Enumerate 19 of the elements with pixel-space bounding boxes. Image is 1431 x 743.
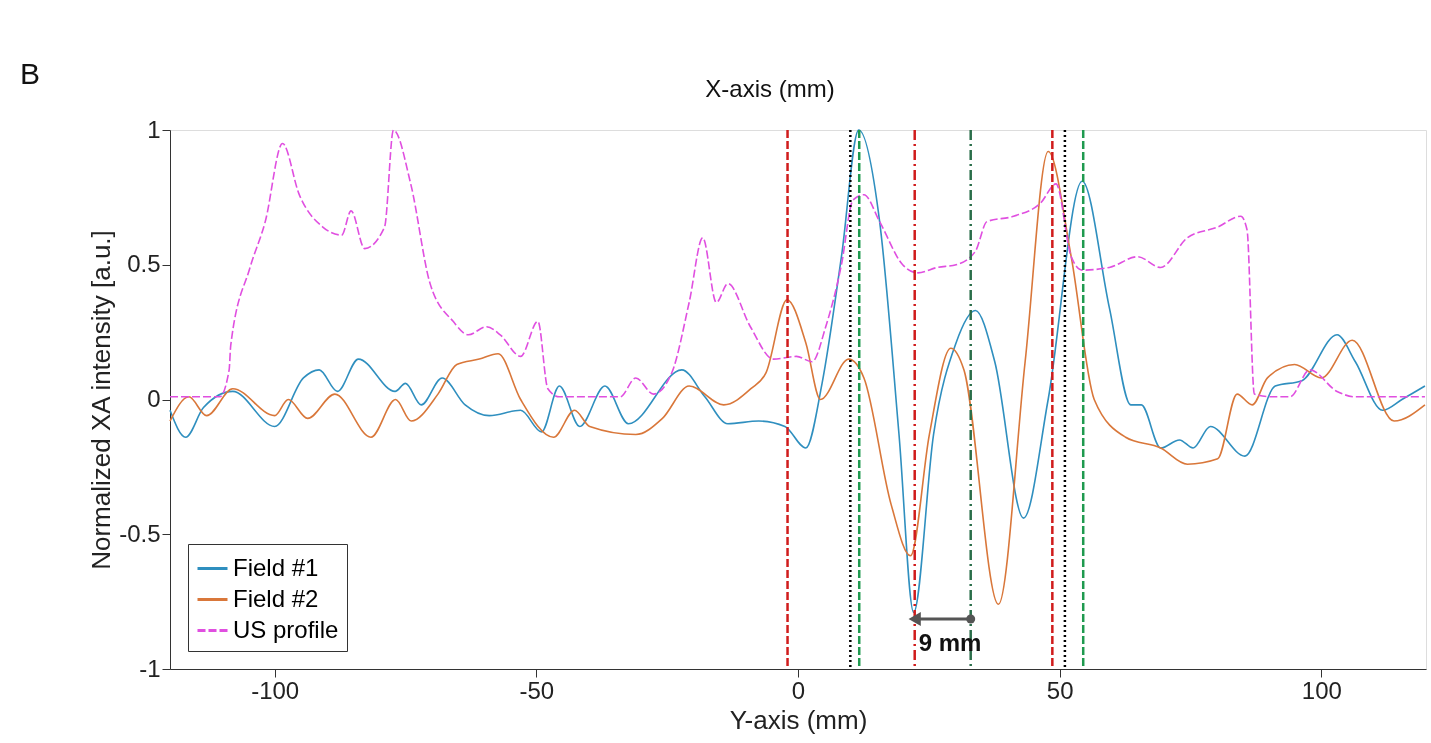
y-axis-title: Normalized XA intensity [a.u.]	[86, 230, 117, 570]
legend-label: Field #2	[233, 584, 319, 612]
x-axis-title: Y-axis (mm)	[729, 704, 868, 735]
y-tick-label: 1	[147, 115, 161, 143]
x-tick-label: -50	[519, 676, 555, 704]
x-tick-label: 100	[1301, 676, 1342, 704]
line-series	[169, 129, 1426, 398]
y-tick-label: -1	[139, 654, 161, 682]
y-tick-label: -0.5	[119, 519, 161, 547]
text: X-axis (mm)	[705, 75, 835, 102]
annotation: 9 mm	[918, 629, 982, 656]
x-tick-label: 0	[791, 676, 806, 704]
text: B	[20, 57, 41, 90]
y-tick-label: 0	[147, 385, 161, 412]
x-tick-label: 50	[1046, 676, 1074, 704]
y-tick-label: 0.5	[127, 250, 161, 278]
legend-label: Field #1	[233, 553, 319, 581]
legend-label: US profile	[233, 615, 339, 643]
x-tick-label: -100	[251, 676, 300, 704]
